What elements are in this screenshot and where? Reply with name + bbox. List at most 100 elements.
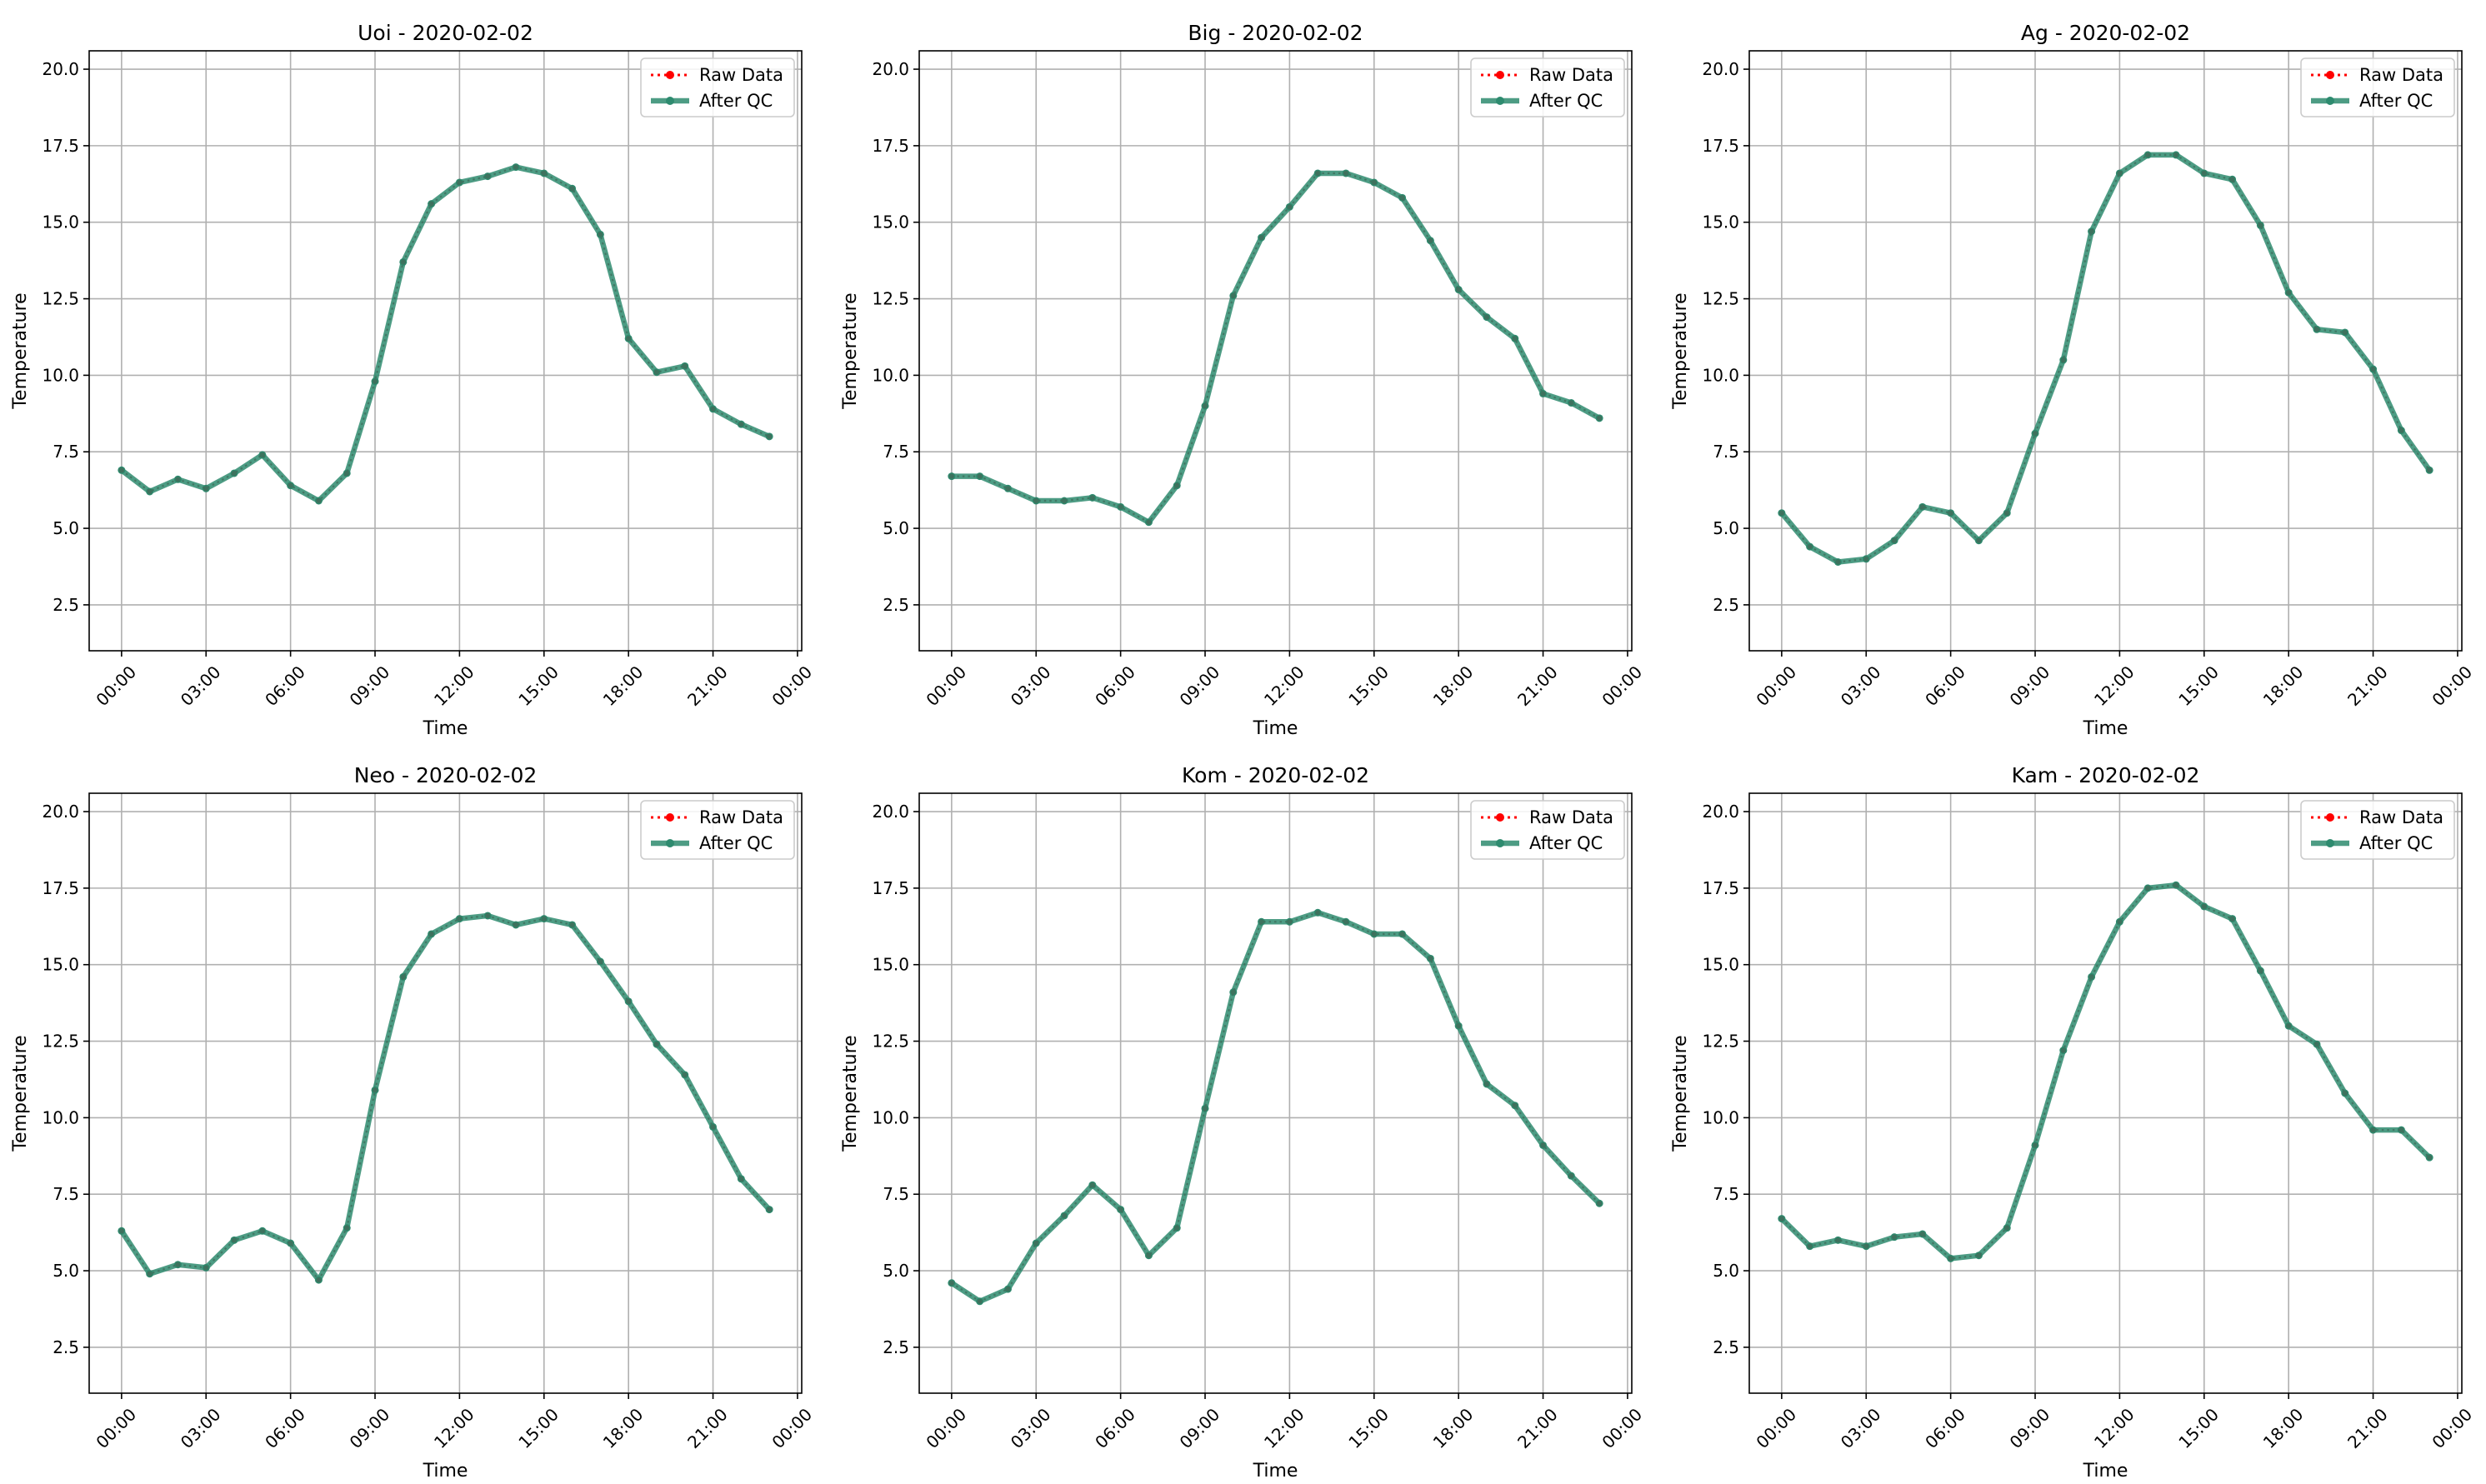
y-axis-label: Temperature [840, 1035, 861, 1152]
x-tick-label: 00:00 [768, 662, 816, 710]
y-tick-label: 10.0 [1702, 365, 1739, 385]
data-point-raw-data [513, 922, 519, 928]
legend-marker-raw-data [1496, 813, 1504, 822]
data-point-raw-data [1033, 497, 1039, 504]
y-tick-label: 2.5 [1713, 1337, 1739, 1357]
x-tick-label: 18:00 [2259, 1404, 2308, 1452]
data-point-raw-data [948, 1280, 955, 1286]
legend-marker-after-qc [1496, 97, 1504, 105]
data-point-raw-data [259, 452, 266, 458]
data-point-raw-data [1863, 1243, 1869, 1249]
data-point-raw-data [1005, 1286, 1011, 1292]
data-point-raw-data [738, 421, 744, 427]
y-tick-label: 17.5 [1702, 878, 1739, 898]
y-tick-label: 5.0 [53, 1261, 79, 1281]
y-tick-label: 15.0 [1702, 212, 1739, 232]
data-point-raw-data [1512, 336, 1518, 342]
data-point-raw-data [2088, 974, 2094, 980]
data-point-raw-data [2342, 329, 2348, 336]
data-point-raw-data [1202, 402, 1208, 409]
y-tick-label: 17.5 [1702, 136, 1739, 156]
legend-marker-raw-data [2326, 71, 2334, 79]
y-axis-label: Temperature [10, 1035, 31, 1152]
data-point-raw-data [1455, 287, 1462, 292]
chart-title: Kam - 2020-02-02 [2012, 763, 2200, 787]
data-point-raw-data [457, 916, 463, 922]
data-point-raw-data [316, 1277, 322, 1283]
data-point-raw-data [2370, 366, 2376, 372]
axes-frame [88, 792, 803, 1394]
series-line-after-qc [1778, 152, 2433, 565]
legend-marker-after-qc [2326, 839, 2334, 847]
y-tick-label: 20.0 [1702, 802, 1739, 822]
data-point-raw-data [372, 378, 378, 384]
data-point-raw-data [2370, 1127, 2376, 1133]
subplot-6: 2.5 5.0 7.5 10.0 12.5 15.0 17.5 20.0 00:00 03:00 0… [1670, 763, 2476, 1482]
x-tick-label: 03:00 [177, 1404, 225, 1452]
data-point-raw-data [175, 1262, 181, 1267]
data-point-raw-data [2229, 177, 2235, 182]
x-tick-label: 09:00 [1176, 662, 1224, 710]
x-tick-label: 12:00 [1260, 662, 1308, 710]
x-tick-label: 12:00 [430, 662, 478, 710]
legend-marker-after-qc [666, 97, 674, 105]
data-point-raw-data [259, 1228, 266, 1234]
data-point-raw-data [1483, 314, 1490, 320]
subplot-3: 2.5 5.0 7.5 10.0 12.5 15.0 17.5 20.0 00:00 03:00 0… [1670, 21, 2476, 739]
data-point-raw-data [484, 173, 491, 179]
data-point-raw-data [2201, 170, 2207, 177]
x-tick-label: 03:00 [1007, 662, 1055, 710]
data-point-raw-data [2398, 427, 2404, 433]
legend-label-after-qc: After QC [2359, 91, 2433, 111]
data-point-raw-data [977, 473, 983, 479]
data-point-raw-data [2398, 1127, 2404, 1133]
data-point-raw-data [231, 470, 238, 477]
data-point-raw-data [1976, 1252, 1982, 1258]
y-tick-label: 5.0 [883, 518, 909, 538]
data-point-raw-data [1919, 504, 1926, 510]
y-tick-label: 15.0 [872, 955, 909, 975]
data-point-raw-data [2060, 1047, 2067, 1053]
x-tick-label: 21:00 [683, 1404, 732, 1452]
data-point-raw-data [2004, 510, 2010, 516]
x-axis-label: Time [423, 718, 468, 739]
data-point-raw-data [118, 1228, 125, 1234]
data-point-raw-data [653, 1042, 660, 1047]
data-point-raw-data [400, 974, 407, 980]
y-tick-label: 20.0 [42, 802, 79, 822]
x-axis-label: Time [2083, 718, 2128, 739]
data-point-raw-data [1287, 204, 1293, 210]
data-point-raw-data [2088, 228, 2094, 234]
y-tick-label: 5.0 [53, 518, 79, 538]
y-tick-label: 7.5 [53, 1184, 79, 1204]
subplot-5: 2.5 5.0 7.5 10.0 12.5 15.0 17.5 20.0 00:00 03:00 0… [840, 763, 1646, 1482]
x-tick-label: 03:00 [177, 662, 225, 710]
data-point-raw-data [766, 433, 773, 440]
legend: Raw Data After QC [2300, 57, 2455, 117]
y-tick-label: 7.5 [883, 442, 909, 462]
data-point-raw-data [1835, 1237, 1841, 1243]
legend-label-after-qc: After QC [699, 833, 773, 853]
data-point-raw-data [541, 916, 547, 922]
x-tick-label: 00:00 [1598, 662, 1646, 710]
y-tick-label: 12.5 [872, 1032, 909, 1052]
subplot-1: 2.5 5.0 7.5 10.0 12.5 15.0 17.5 20.0 00:00 03:00 0… [10, 21, 816, 739]
x-tick-label: 15:00 [2174, 662, 2223, 710]
x-tick-label: 09:00 [1176, 1404, 1224, 1452]
data-point-raw-data [1399, 931, 1405, 937]
data-point-raw-data [1258, 919, 1264, 925]
y-tick-label: 2.5 [883, 1337, 909, 1357]
data-point-raw-data [1343, 919, 1349, 925]
data-point-raw-data [1778, 1216, 1785, 1222]
y-axis-label: Temperature [840, 292, 861, 409]
legend-marker-raw-data [1496, 71, 1504, 79]
y-tick-label: 2.5 [1713, 595, 1739, 615]
x-tick-label: 09:00 [346, 1404, 394, 1452]
x-tick-label: 00:00 [922, 662, 970, 710]
data-point-raw-data [1061, 1212, 1068, 1219]
x-tick-label: 21:00 [1513, 1404, 1562, 1452]
data-point-raw-data [977, 1298, 983, 1304]
data-point-raw-data [2313, 1042, 2320, 1047]
legend-marker-raw-data [2326, 813, 2334, 822]
data-point-raw-data [1174, 1225, 1180, 1231]
